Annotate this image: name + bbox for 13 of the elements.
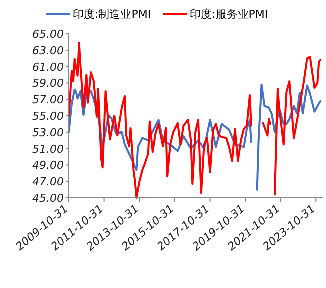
y-tick-label: 53.00: [32, 126, 64, 140]
y-tick-label: 47.00: [32, 176, 64, 189]
y-tick-label: 57.00: [32, 94, 64, 107]
y-tick-label: 51.00: [32, 142, 64, 156]
y-tick-label: 61.00: [32, 60, 64, 74]
y-tick-label: 45.00: [32, 192, 64, 205]
y-tick-label: 49.00: [32, 159, 64, 172]
legend-label: 印度:服务业PMI: [190, 8, 268, 21]
y-tick-label: 65.00: [32, 28, 64, 41]
y-tick-label: 63.00: [32, 44, 64, 58]
y-tick-label: 55.00: [32, 110, 64, 123]
y-tick-label: 59.00: [32, 77, 64, 90]
legend-label: 印度:制造业PMI: [73, 8, 152, 21]
